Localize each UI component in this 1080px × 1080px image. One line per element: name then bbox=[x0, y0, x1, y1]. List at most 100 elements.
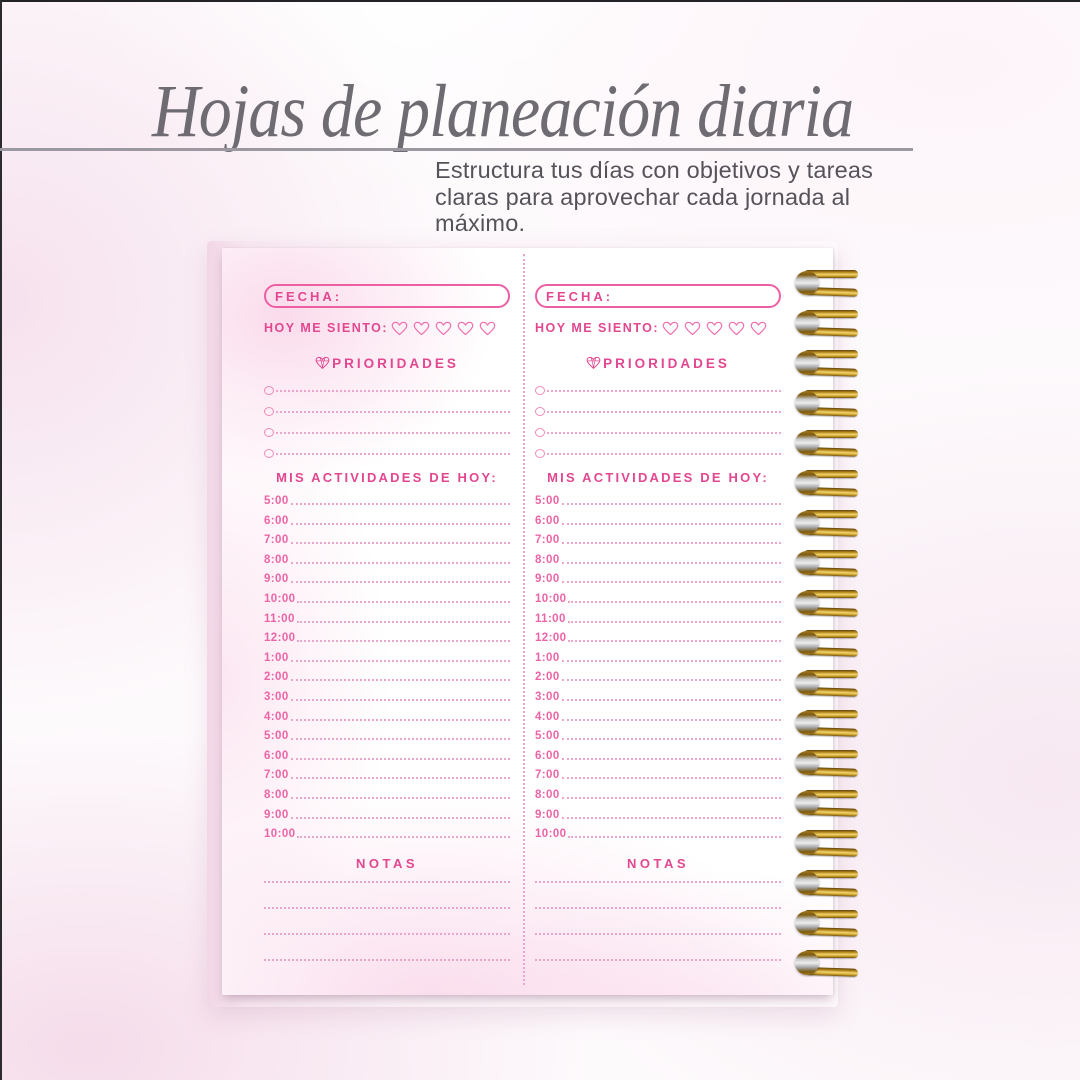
dotted-line bbox=[290, 679, 510, 682]
priority-row bbox=[535, 396, 781, 417]
circle-bullet-icon bbox=[535, 428, 545, 437]
binding-ring bbox=[795, 550, 859, 577]
dotted-line bbox=[561, 581, 781, 584]
dotted-line bbox=[290, 561, 510, 564]
ring-bar bbox=[804, 310, 858, 318]
schedule-row: 10:00 bbox=[535, 587, 781, 607]
heart-icon bbox=[435, 321, 452, 335]
schedule-row: 8:00 bbox=[535, 783, 781, 803]
dotted-line bbox=[561, 757, 781, 760]
ring-bar bbox=[804, 790, 858, 798]
ring-bar bbox=[804, 590, 858, 598]
dotted-line bbox=[264, 883, 510, 909]
schedule-row: 4:00 bbox=[535, 705, 781, 725]
mood-hearts bbox=[391, 321, 496, 336]
dotted-line bbox=[535, 876, 781, 883]
notes-lines bbox=[535, 876, 781, 961]
schedule-list: 5:00 6:00 7:00 8:00 9:00 10:00 11:00 12:00 1:00 2… bbox=[264, 489, 510, 842]
heart-icon bbox=[479, 321, 496, 335]
time-label: 10:00 bbox=[264, 593, 296, 606]
time-label: 11:00 bbox=[535, 612, 566, 625]
time-label: 8:00 bbox=[535, 789, 560, 801]
priorities-list bbox=[535, 375, 781, 459]
heart-icon bbox=[662, 321, 679, 335]
binding-ring bbox=[795, 390, 859, 417]
binding-ring bbox=[795, 750, 859, 777]
dotted-line bbox=[561, 718, 781, 721]
ring-knob bbox=[795, 351, 819, 375]
priority-row bbox=[535, 438, 781, 459]
time-label: 12:00 bbox=[535, 632, 567, 645]
priorities-title-text: PRIORIDADES bbox=[332, 355, 459, 371]
dotted-line bbox=[290, 522, 510, 525]
schedule-row: 10:00 bbox=[264, 822, 510, 842]
circle-bullet-icon bbox=[535, 449, 545, 458]
ring-bar bbox=[804, 470, 858, 478]
circle-bullet-icon bbox=[264, 386, 274, 395]
dotted-line bbox=[567, 620, 781, 623]
dotted-line bbox=[547, 453, 781, 455]
activities-title-text: MIS ACTIVIDADES DE HOY: bbox=[276, 469, 498, 485]
ring-bar bbox=[804, 270, 858, 278]
top-edge-line bbox=[0, 0, 1080, 2]
dotted-line bbox=[290, 738, 510, 741]
schedule-row: 2:00 bbox=[264, 665, 510, 685]
time-label: 7:00 bbox=[264, 769, 289, 782]
time-label: 11:00 bbox=[264, 612, 295, 625]
ring-knob bbox=[795, 911, 819, 935]
priority-row bbox=[535, 417, 781, 438]
schedule-row: 5:00 bbox=[264, 489, 510, 509]
ring-knob bbox=[795, 591, 819, 615]
dotted-line bbox=[276, 432, 510, 434]
time-label: 5:00 bbox=[264, 495, 289, 508]
time-label: 7:00 bbox=[535, 534, 560, 547]
time-label: 2:00 bbox=[264, 671, 289, 684]
binding-ring bbox=[795, 630, 859, 657]
ring-knob bbox=[795, 871, 819, 895]
activities-title: MIS ACTIVIDADES DE HOY: bbox=[535, 468, 781, 486]
schedule-row: 1:00 bbox=[264, 646, 510, 666]
date-label: FECHA: bbox=[275, 288, 343, 304]
heart-icon bbox=[413, 321, 430, 335]
date-label: FECHA: bbox=[546, 288, 614, 304]
ring-knob bbox=[795, 831, 819, 855]
heart-icon bbox=[684, 321, 701, 335]
ring-knob bbox=[795, 271, 819, 295]
schedule-row: 12:00 bbox=[535, 626, 781, 646]
ring-knob bbox=[795, 711, 819, 735]
schedule-row: 9:00 bbox=[535, 567, 781, 587]
schedule-row: 3:00 bbox=[264, 685, 510, 705]
time-label: 8:00 bbox=[535, 553, 560, 566]
priority-row bbox=[535, 375, 781, 396]
priority-row bbox=[264, 375, 510, 396]
mood-hearts bbox=[662, 321, 767, 336]
ring-bar bbox=[804, 630, 858, 638]
heart-icon bbox=[728, 321, 745, 335]
binding-ring bbox=[795, 430, 859, 457]
ring-bar bbox=[804, 550, 858, 558]
binding-ring bbox=[795, 790, 859, 817]
ring-bar bbox=[804, 710, 858, 718]
priorities-title-text: PRIORIDADES bbox=[603, 355, 730, 371]
schedule-row: 6:00 bbox=[264, 509, 510, 529]
dotted-line bbox=[264, 909, 510, 935]
ring-bar bbox=[804, 870, 858, 878]
time-label: 10:00 bbox=[535, 828, 567, 841]
dotted-line bbox=[276, 390, 510, 392]
binding-ring bbox=[795, 310, 859, 337]
time-label: 6:00 bbox=[535, 749, 560, 762]
time-label: 2:00 bbox=[535, 671, 560, 684]
dotted-line bbox=[561, 816, 781, 819]
dotted-line bbox=[561, 738, 781, 741]
binding-ring bbox=[795, 470, 859, 497]
schedule-row: 6:00 bbox=[264, 744, 510, 764]
time-label: 3:00 bbox=[535, 691, 560, 704]
binding-ring bbox=[795, 710, 859, 737]
dotted-line bbox=[290, 659, 510, 662]
schedule-row: 9:00 bbox=[535, 803, 781, 823]
activities-title: MIS ACTIVIDADES DE HOY: bbox=[264, 468, 510, 486]
time-label: 4:00 bbox=[264, 710, 289, 723]
priority-row bbox=[264, 417, 510, 438]
time-label: 7:00 bbox=[264, 534, 289, 547]
